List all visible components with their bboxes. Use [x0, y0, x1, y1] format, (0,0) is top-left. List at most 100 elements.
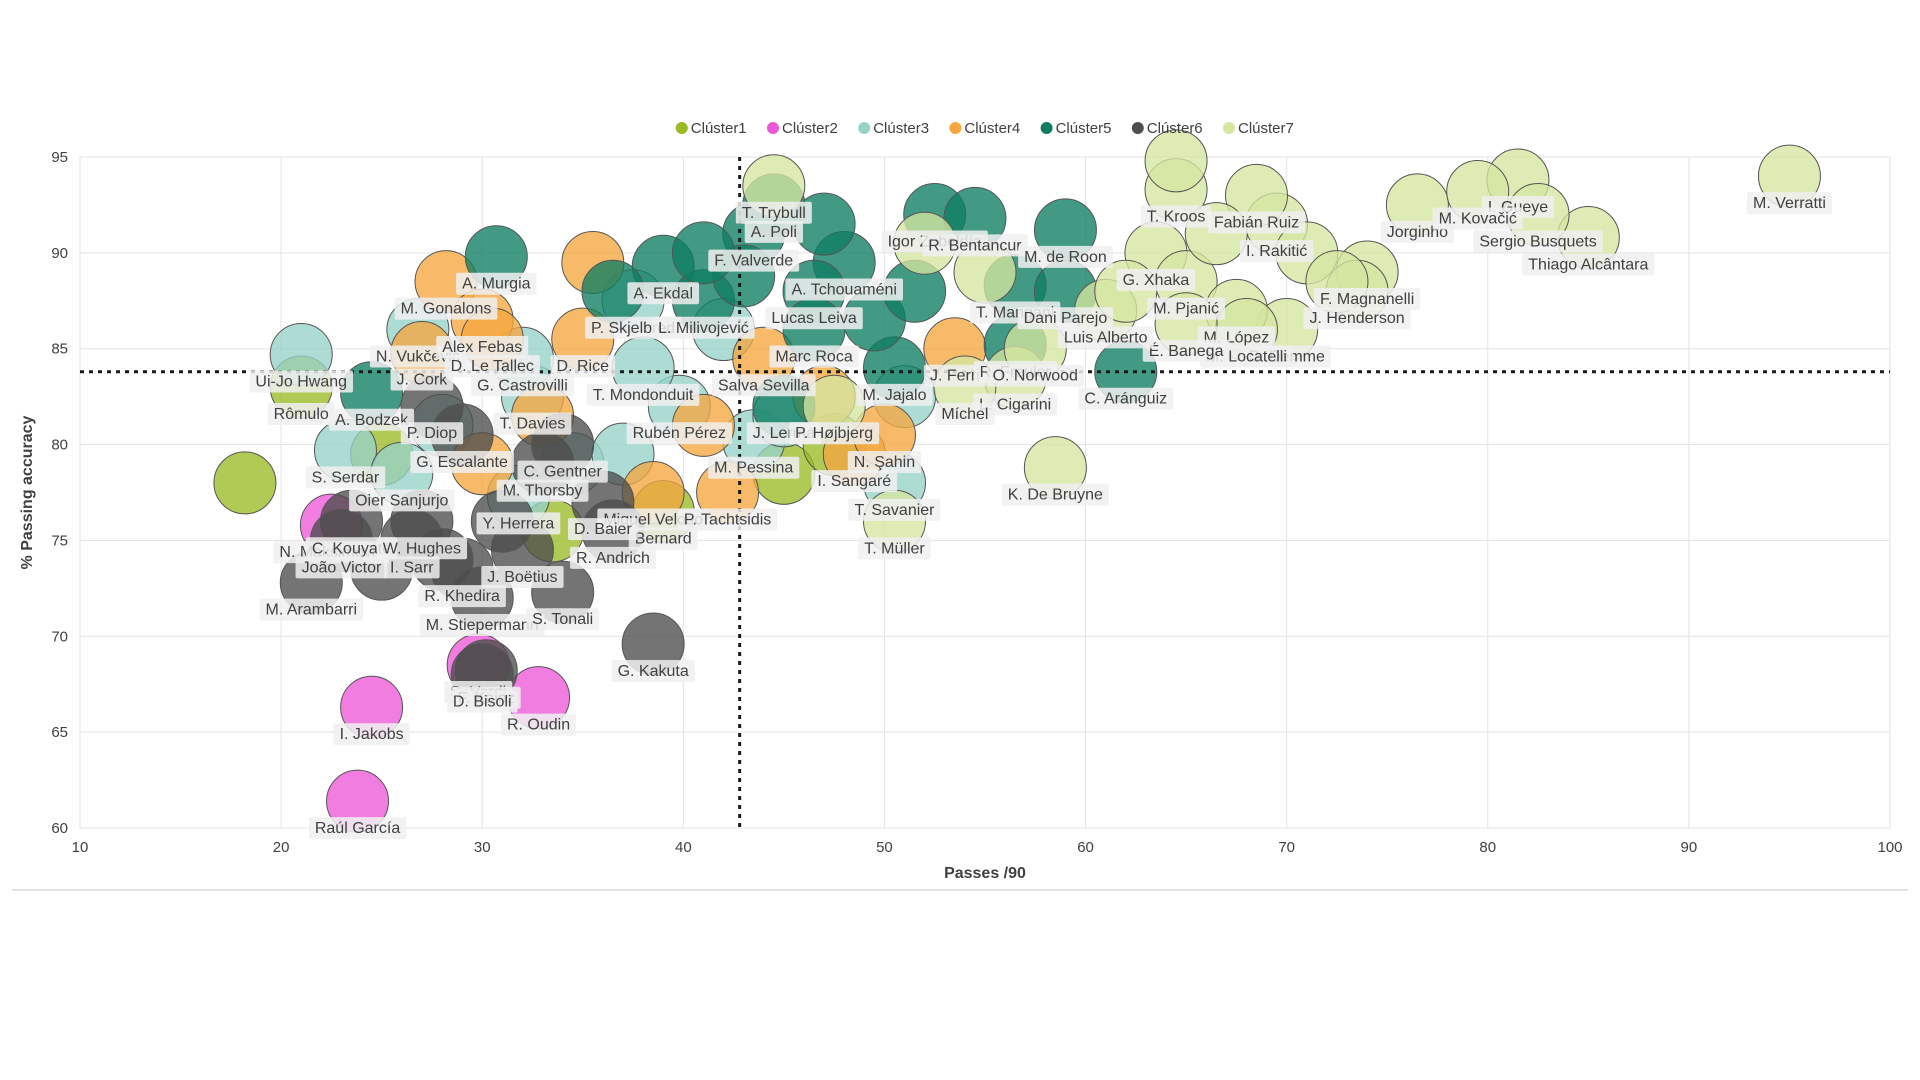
y-tick-label: 65 [51, 724, 68, 741]
point-label-text: Raúl García [315, 820, 400, 837]
point-label-bg [526, 608, 600, 631]
point-label-bg [1001, 483, 1109, 506]
point-label-bg [471, 374, 574, 397]
point-label-text: Y. Herrera [483, 515, 555, 532]
point-label: Dani Parejo [1017, 307, 1114, 330]
point-label-text: T. Müller [864, 540, 925, 557]
y-tick-label: 75 [51, 532, 68, 549]
point-label-text: A. Poli [751, 224, 797, 241]
point-label-bg [586, 383, 700, 406]
legend-marker [1223, 122, 1235, 134]
legend-marker [675, 122, 688, 134]
point-label: D. Baier [567, 518, 638, 541]
point-label: Marc Roca [769, 345, 859, 368]
point-label: F. Valverde [708, 249, 800, 272]
point-label-text: T. Davies [500, 416, 566, 433]
point-label-text: Dani Parejo [1024, 310, 1108, 327]
point-label-text: Bernard [635, 531, 692, 548]
x-tick-label: 50 [876, 839, 893, 856]
point-label-bg [1522, 253, 1655, 276]
point-label-bg [267, 403, 335, 426]
point-label-bg [628, 527, 698, 550]
point-label-bg [384, 556, 440, 579]
point-label: P. Højbjerg [789, 422, 880, 445]
legend-label: Clúster6 [1147, 120, 1203, 137]
point-label: Sergio Busquets [1473, 230, 1603, 253]
point-label-bg [517, 460, 608, 483]
point-label: K. De Bruyne [1001, 483, 1109, 506]
point-label: A. Tchouaméni [785, 278, 903, 301]
point-label-text: S. Serdar [312, 469, 380, 486]
point-label-bg [376, 537, 468, 560]
point-label-text: G. Kakuta [618, 663, 689, 680]
x-tick-label: 90 [1681, 839, 1698, 856]
legend-item: Clúster6 [1131, 120, 1203, 137]
point-label: O. Norwood [986, 364, 1084, 387]
point-label-text: P. Diop [407, 425, 458, 442]
point-label: P. Tachtsidis [677, 508, 778, 531]
point-label: A. Bodzek [329, 408, 415, 431]
point-label-text: R. Khedira [424, 588, 500, 605]
point-label-bg [410, 450, 514, 473]
point-label-text: Rubén Pérez [633, 425, 726, 442]
point-label: C. Gentner [517, 460, 608, 483]
legend-label: Clúster7 [1238, 120, 1294, 137]
point-label: T. Kroos [1140, 205, 1212, 228]
point-label: Salva Sevilla [711, 374, 816, 397]
point-label-bg [986, 364, 1084, 387]
point-label-text: Ui-Jo Hwang [255, 373, 347, 390]
point-label: T. Davies [493, 412, 572, 435]
point-label-text: D. Baier [574, 521, 632, 538]
point-label-bg [1147, 297, 1226, 320]
point-label-text: M. Jajalo [862, 387, 926, 404]
y-tick-label: 70 [51, 628, 68, 645]
legend-label: Clúster5 [1056, 120, 1112, 137]
point-label-text: Luis Alberto [1064, 329, 1148, 346]
legend-marker [1040, 122, 1053, 134]
point-label-text: G. Castrovilli [477, 377, 568, 394]
point-label-bg [1473, 230, 1603, 253]
point-label: M. Jajalo [856, 383, 933, 406]
point-label: C. Kouyaté [305, 537, 398, 560]
x-tick-label: 40 [675, 839, 692, 856]
point-label: I. Sarr [384, 556, 440, 579]
point-label-text: M. Thorsby [503, 483, 583, 500]
x-tick-label: 20 [273, 839, 290, 856]
point-label-bg [789, 422, 880, 445]
point-label-bg [858, 537, 931, 560]
point-label-text: J. Boëtius [487, 569, 557, 586]
point-label-bg [626, 422, 733, 445]
point-label-bg [744, 220, 803, 243]
point-label-text: M. Stiepermann [426, 617, 539, 634]
point-label-text: T. Kroos [1147, 209, 1206, 226]
x-tick-label: 30 [474, 839, 491, 856]
legend-label: Clúster1 [691, 120, 747, 137]
point-label-text: Marc Roca [775, 349, 852, 366]
point-label: S. Serdar [305, 466, 386, 489]
point-label-text: D. Rice [557, 358, 610, 375]
point-label: I. Sangaré [811, 470, 898, 493]
point-label: D. Bisoli [446, 690, 518, 713]
point-label-bg [500, 713, 577, 736]
point-label-text: É. Banega [1149, 341, 1224, 360]
point-label: Míchel [935, 403, 995, 426]
point-label-bg [418, 585, 506, 608]
point-label: A. Poli [744, 220, 803, 243]
point-label-bg [476, 512, 561, 535]
point-label: R. Khedira [418, 585, 506, 608]
point-label-bg [935, 403, 995, 426]
point-label-bg [1140, 205, 1212, 228]
point-label: Raúl García [308, 817, 407, 840]
point-label-bg [847, 450, 922, 473]
point-label: Ui-Jo Hwang [249, 370, 354, 393]
point-label-text: I. Rakitić [1246, 243, 1307, 260]
point-label-text: R. Oudin [507, 717, 570, 734]
point-label-bg [769, 345, 859, 368]
point-label: M. Arambarri [259, 598, 364, 621]
legend-item: Clúster5 [1040, 120, 1112, 137]
point-label-text: M. Kovačić [1439, 211, 1517, 228]
point-label: T. Savanier [848, 498, 941, 521]
x-tick-label: 60 [1077, 839, 1094, 856]
point-label-bg [708, 456, 800, 479]
x-tick-label: 100 [1877, 839, 1902, 856]
